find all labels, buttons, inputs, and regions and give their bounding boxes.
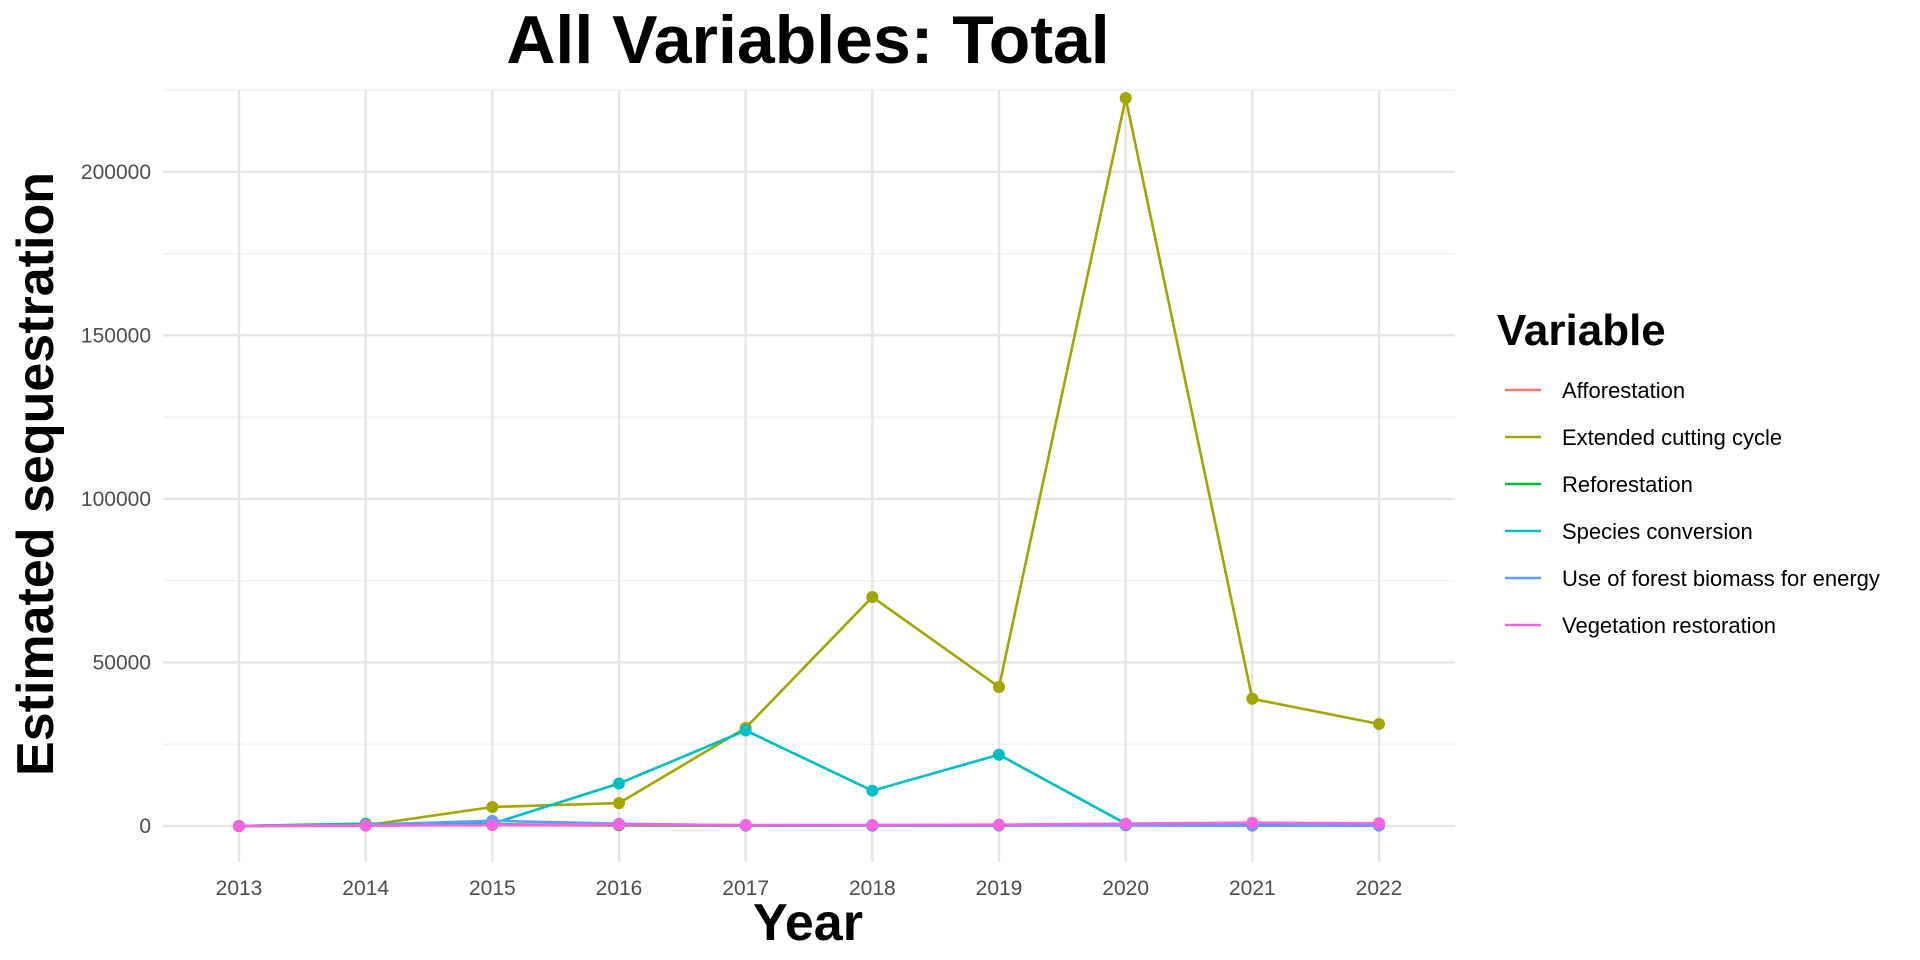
legend-title: Variable [1497, 306, 1666, 355]
legend-label: Afforestation [1562, 378, 1685, 403]
legend: Variable Afforestation Extended cutting c… [1497, 306, 1880, 638]
data-point [866, 591, 879, 604]
x-axis-title: Year [753, 894, 863, 952]
legend-label: Reforestation [1562, 472, 1693, 497]
data-point [1373, 717, 1385, 730]
data-point [613, 818, 625, 831]
legend-item: Vegetation restoration [1505, 613, 1776, 638]
y-tick-label: 150000 [81, 324, 151, 347]
y-tick-label: 100000 [81, 488, 151, 511]
data-point [486, 801, 499, 814]
grid [163, 89, 1455, 862]
chart-title: All Variables: Total [506, 2, 1109, 78]
data-point [866, 784, 879, 797]
y-axis-tick-labels: 0 50000 100000 150000 200000 [81, 161, 151, 838]
x-tick-label: 2017 [722, 877, 769, 900]
legend-label: Vegetation restoration [1562, 613, 1776, 638]
data-point [1246, 692, 1259, 705]
plot-series [233, 92, 1385, 833]
data-point [993, 680, 1005, 693]
data-point [1373, 817, 1385, 830]
data-point [233, 820, 245, 833]
data-point [739, 819, 752, 832]
legend-items: Afforestation Extended cutting cycle Refor… [1505, 378, 1880, 638]
x-tick-label: 2022 [1356, 877, 1403, 900]
data-point [993, 748, 1005, 761]
series-line [238, 96, 1380, 828]
series-line [238, 821, 1380, 828]
y-tick-label: 0 [139, 815, 151, 838]
legend-item: Afforestation [1505, 378, 1685, 403]
x-axis-tick-labels: 2013 2014 2015 2016 2017 2018 2019 2020 2021 2022 [216, 877, 1403, 900]
legend-item: Reforestation [1505, 472, 1693, 497]
x-tick-label: 2019 [976, 877, 1023, 900]
x-tick-label: 2016 [596, 877, 643, 900]
legend-item: Species conversion [1505, 519, 1753, 544]
data-point [866, 819, 879, 832]
data-point [1119, 92, 1132, 105]
x-tick-label: 2014 [342, 877, 389, 900]
data-point [613, 797, 625, 810]
legend-item: Extended cutting cycle [1505, 425, 1782, 450]
data-point [486, 819, 499, 832]
x-tick-label: 2015 [469, 877, 516, 900]
x-tick-label: 2013 [216, 877, 263, 900]
x-tick-label: 2018 [849, 877, 896, 900]
legend-label: Extended cutting cycle [1562, 425, 1782, 450]
x-tick-label: 2021 [1229, 877, 1276, 900]
y-tick-label: 50000 [93, 651, 151, 674]
x-tick-label: 2020 [1102, 877, 1149, 900]
y-axis-title: Estimated sequestration [7, 172, 65, 776]
data-point [1119, 817, 1132, 830]
data-point [993, 818, 1005, 831]
data-point [1246, 816, 1259, 829]
data-point [359, 819, 372, 832]
legend-label: Use of forest biomass for energy [1562, 566, 1880, 591]
legend-item: Use of forest biomass for energy [1505, 566, 1880, 591]
series-group [233, 816, 1385, 833]
legend-label: Species conversion [1562, 519, 1753, 544]
data-point [739, 724, 752, 737]
y-tick-label: 200000 [81, 161, 151, 184]
data-point [613, 777, 625, 790]
